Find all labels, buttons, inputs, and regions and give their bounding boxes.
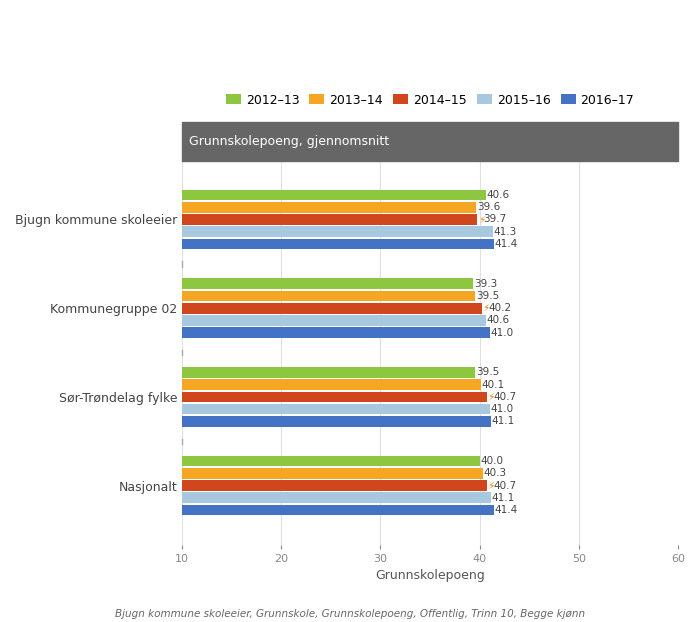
Text: 40.2: 40.2: [489, 303, 512, 313]
Text: 41.0: 41.0: [491, 328, 514, 338]
Bar: [182, 315, 486, 326]
Text: Bjugn kommune skoleeier, Grunnskole, Grunnskolepoeng, Offentlig, Trinn 10, Begge: Bjugn kommune skoleeier, Grunnskole, Gru…: [115, 609, 585, 619]
Bar: [182, 504, 493, 516]
Text: 40.3: 40.3: [484, 468, 507, 478]
Bar: [182, 480, 486, 491]
X-axis label: Grunnskolepoeng: Grunnskolepoeng: [375, 569, 485, 582]
Text: 41.0: 41.0: [491, 404, 514, 414]
Text: 39.5: 39.5: [476, 368, 499, 378]
Text: 40.1: 40.1: [482, 379, 505, 389]
Text: ⚡: ⚡: [488, 392, 495, 402]
Bar: [182, 379, 481, 390]
Text: 40.6: 40.6: [486, 315, 510, 325]
Text: 39.7: 39.7: [484, 215, 507, 225]
Text: ⚡: ⚡: [482, 303, 490, 313]
Text: 41.4: 41.4: [494, 505, 518, 515]
Text: 39.3: 39.3: [474, 279, 497, 289]
Bar: [182, 392, 486, 402]
Text: 40.6: 40.6: [486, 190, 510, 200]
Text: 39.6: 39.6: [477, 202, 500, 212]
Bar: [182, 190, 486, 200]
Bar: [182, 122, 678, 160]
Text: 41.1: 41.1: [491, 493, 514, 503]
Bar: [182, 493, 491, 503]
Bar: [182, 290, 475, 301]
Bar: [182, 239, 493, 249]
Bar: [182, 367, 475, 378]
Text: 41.4: 41.4: [494, 239, 518, 249]
Text: Grunnskolepoeng, gjennomsnitt: Grunnskolepoeng, gjennomsnitt: [185, 135, 388, 148]
Text: 40.0: 40.0: [481, 456, 503, 466]
Bar: [182, 214, 477, 225]
Bar: [182, 468, 482, 479]
Text: ⚡: ⚡: [477, 215, 485, 225]
Bar: [182, 456, 480, 466]
Bar: [182, 279, 472, 289]
Text: 41.3: 41.3: [494, 227, 517, 237]
Legend: 2012–13, 2013–14, 2014–15, 2015–16, 2016–17: 2012–13, 2013–14, 2014–15, 2015–16, 2016…: [222, 90, 638, 111]
Bar: [182, 202, 476, 213]
Text: 41.1: 41.1: [491, 416, 514, 426]
Text: 40.7: 40.7: [494, 481, 517, 491]
Bar: [182, 226, 493, 237]
Text: 40.7: 40.7: [494, 392, 517, 402]
Bar: [182, 404, 489, 414]
Bar: [182, 327, 489, 338]
Text: ⚡: ⚡: [488, 481, 495, 491]
Text: 39.5: 39.5: [476, 291, 499, 301]
Bar: [182, 416, 491, 427]
Bar: [182, 303, 482, 313]
